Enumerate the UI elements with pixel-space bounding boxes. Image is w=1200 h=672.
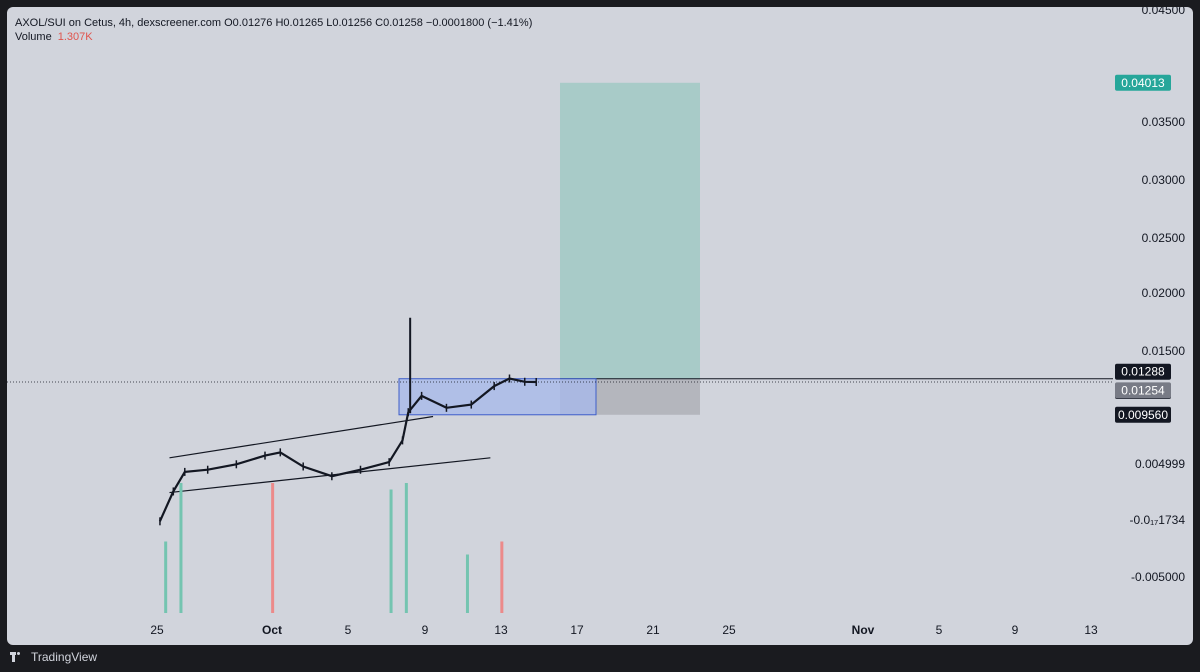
chart-frame: 0.04500 0.03500 0.03000 0.02500 0.02000 0.015… [7,7,1193,645]
y-tick-label: -0.0₁₇1734 [1129,513,1185,527]
price-label-3: 0.01254 [1115,382,1171,399]
x-tick-label: 5 [936,623,943,637]
y-tick-label: 0.03000 [1142,173,1186,187]
y-tick-label: 0.004999 [1135,457,1185,471]
volume-bar-6 [465,554,469,613]
price-label-bg [1115,363,1171,380]
x-tick-label: 17 [570,623,584,637]
y-tick-label: -0.005000 [1131,570,1185,584]
price-label-1: 0.01288 [1115,363,1171,380]
volume-bar-2 [271,483,275,613]
price-label-text: 0.009560 [1118,408,1168,422]
y-tick-label: 0.02000 [1142,286,1186,300]
volume-bar-1 [179,483,183,613]
y-tick-label: 0.04500 [1142,7,1186,17]
price-label-text: 0.04013 [1121,76,1165,90]
target-zone [560,82,700,379]
price-path [158,377,537,522]
tradingview-logo-icon [10,652,25,662]
x-tick-label: 5 [345,623,352,637]
symbol-line: AXOL/SUI on Cetus, 4h, dexscreener.com O… [15,17,533,29]
x-tick-label: 13 [1084,623,1098,637]
x-tick-label: 9 [1012,623,1019,637]
volume-value: 1.307K [57,31,93,43]
volume-legend: Volume 1.307K [15,30,532,44]
volume-bar-5 [500,541,504,613]
tradingview-brand: TradingView [10,650,97,664]
price-label-4: 0.009560 [1115,406,1171,423]
x-tick-label: Nov [852,623,875,637]
chart-header: AXOL/SUI on Cetus, 4h, dexscreener.com O… [15,16,532,44]
price-label-text: 0.01254 [1121,383,1165,397]
trendline-0 [169,415,434,459]
x-tick-label: Oct [262,623,282,637]
x-tick-label: 25 [150,623,164,637]
x-tick-label: 21 [646,623,660,637]
x-tick-label: 25 [722,623,736,637]
y-tick-label: 0.03500 [1142,115,1186,129]
volume-label: Volume [15,31,52,43]
price-label-bg [1115,406,1171,423]
y-tick-label: 0.02500 [1142,231,1186,245]
volume-bar-3 [389,489,393,613]
x-tick-label: 13 [494,623,508,637]
price-label-bg [1115,382,1171,399]
price-label-text: 0.01288 [1121,365,1165,379]
brand-label: TradingView [31,650,98,664]
price-label-bg [1115,74,1171,91]
x-tick-label: 9 [422,623,429,637]
volume-bar-4 [404,483,408,613]
volume-bar-0 [164,541,168,613]
y-tick-label: 0.01500 [1142,344,1186,358]
price-label-0: 0.04013 [1115,74,1171,91]
price-chart[interactable]: 0.04500 0.03500 0.03000 0.02500 0.02000 0.015… [7,7,1193,645]
